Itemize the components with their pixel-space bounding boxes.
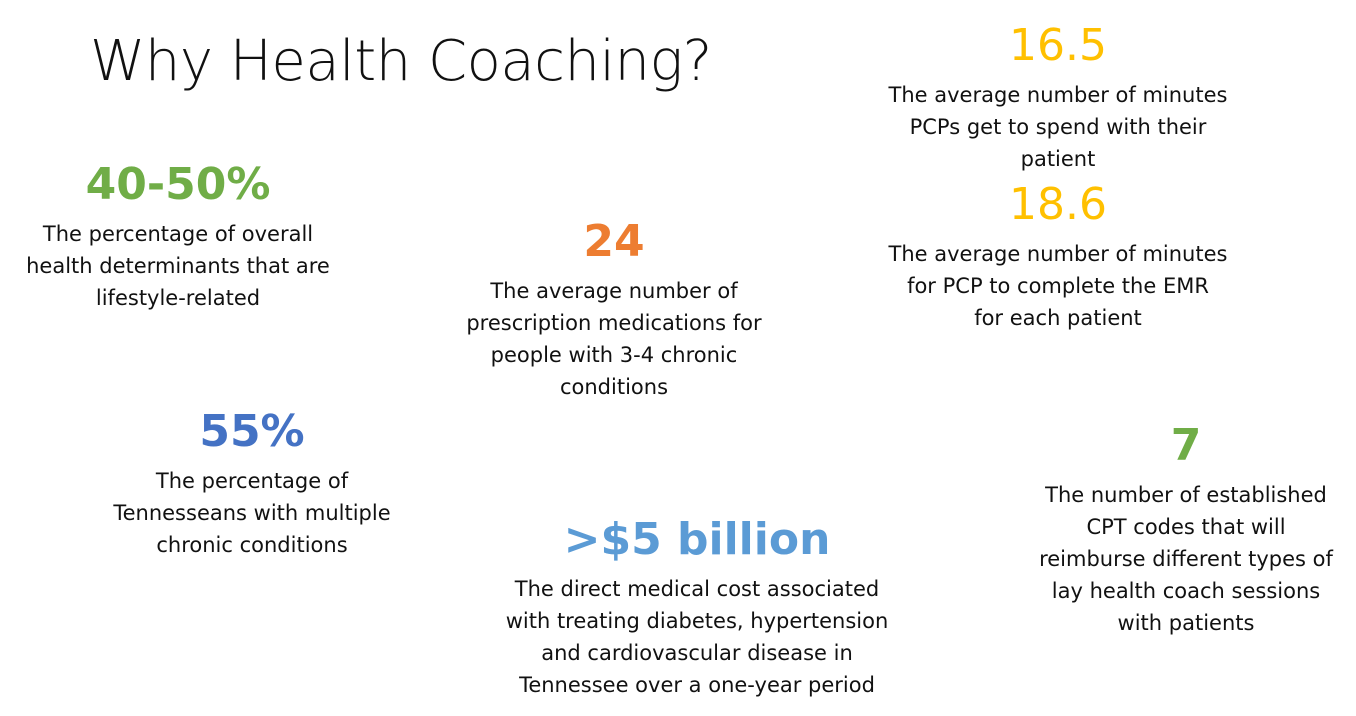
stat-value: 7	[1170, 420, 1202, 471]
stat-description: The number of established	[1045, 483, 1327, 507]
stat-description: Tennessee over a one-year period	[519, 673, 875, 697]
stat-description: The average number of minutes	[888, 83, 1228, 107]
stat-description: with treating diabetes, hypertension	[505, 609, 889, 633]
stat: 7 The number of established CPT codes that…	[966, 413, 1356, 639]
stat-value: 55%	[199, 406, 305, 457]
stat-description: people with 3-4 chronic	[490, 343, 738, 367]
stat-description: CPT codes that will	[1086, 515, 1286, 539]
stat-description: The average number of	[490, 279, 738, 303]
stat-value: >$5 billion	[563, 514, 831, 565]
stat-description: lay health coach sessions	[1051, 579, 1321, 603]
stat: 18.6 The average number of minutes for PCP…	[838, 172, 1278, 334]
stat-description: The average number of minutes	[888, 242, 1228, 266]
stat-description: chronic conditions	[156, 533, 348, 557]
stat-description: reimburse different types of	[1039, 547, 1333, 571]
stat-description: for each patient	[974, 306, 1142, 330]
stat-description: The percentage of overall	[42, 222, 314, 246]
stat: 16.5 The average number of minutes PCPs ge…	[838, 13, 1278, 175]
stat-description: patient	[1020, 147, 1096, 171]
stat-value: 18.6	[1009, 179, 1107, 230]
stat-value: 16.5	[1009, 20, 1107, 71]
stat-description: for PCP to complete the EMR	[907, 274, 1209, 298]
stat-description: health determinants that are	[26, 254, 330, 278]
stat: >$5 billion The direct medical cost assoc…	[477, 507, 917, 701]
stat-value: 40-50%	[85, 159, 271, 210]
stat-description: prescription medications for	[466, 311, 762, 335]
stat: 24 The average number of prescription medi…	[394, 209, 834, 403]
stat-value: 24	[583, 216, 645, 267]
slide-title: Why Health Coaching?	[90, 29, 712, 94]
stat-description: PCPs get to spend with their	[909, 115, 1207, 139]
stat-description: The direct medical cost associated	[514, 577, 880, 601]
stat-description: conditions	[559, 375, 669, 399]
stat-description: and cardiovascular disease in	[541, 641, 853, 665]
stat-description: The percentage of	[155, 469, 349, 493]
stat: 55% The percentage of Tennesseans with mul…	[32, 399, 472, 561]
stat-description: with patients	[1117, 611, 1255, 635]
stat: 40-50% The percentage of overall health de…	[0, 152, 398, 314]
stat-description: lifestyle-related	[95, 286, 261, 310]
stat-description: Tennesseans with multiple	[113, 501, 391, 525]
